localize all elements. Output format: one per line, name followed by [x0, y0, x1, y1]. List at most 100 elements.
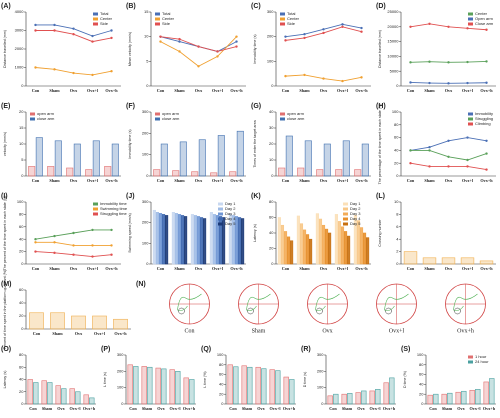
legend-swatch: [468, 22, 473, 26]
panel-label: (H): [376, 103, 386, 110]
y-tick-label: 100: [417, 352, 424, 357]
legend-label: close arm: [162, 116, 180, 121]
y-tick-label: 0: [271, 173, 274, 178]
legend-label: close arm: [287, 116, 305, 121]
bar: [241, 365, 247, 405]
y-axis-label: L time (s): [103, 372, 107, 387]
x-tick-label: Ovx+h: [105, 178, 118, 183]
point: [409, 162, 412, 165]
point: [466, 81, 469, 85]
point: [428, 165, 431, 168]
panel-label: (D): [376, 3, 386, 10]
bar: [337, 221, 342, 265]
y-tick-label: 0: [421, 401, 424, 406]
y-axis-label: Latency (s): [253, 224, 257, 242]
bar: [489, 378, 495, 405]
point: [485, 168, 488, 171]
point: [341, 79, 344, 83]
y-tick-label: 80: [419, 362, 424, 367]
y-tick-label: 60: [269, 215, 274, 220]
bar: [69, 388, 75, 405]
point: [466, 27, 469, 30]
y-tick-label: 2: [396, 249, 399, 254]
panel-label: (A): [1, 3, 11, 10]
legend-label: Side: [162, 21, 171, 26]
x-tick-label: Con: [407, 88, 415, 93]
y-tick-label: 60: [19, 364, 24, 369]
point: [466, 60, 469, 64]
bar: [341, 393, 347, 405]
x-tick-label: Ovx+l: [470, 406, 482, 411]
bar: [179, 141, 187, 177]
y-tick-label: 0: [21, 261, 24, 266]
x-tick-label: Con: [329, 406, 337, 411]
bar: [347, 393, 353, 405]
y-tick-label: 0: [146, 173, 149, 178]
bar: [55, 385, 61, 405]
bar: [155, 367, 161, 405]
bar: [447, 392, 453, 405]
point: [409, 149, 412, 152]
point: [53, 234, 56, 238]
legend-label: 24 hour: [475, 359, 489, 364]
platform: [178, 307, 185, 315]
panel-label: (P): [101, 346, 110, 353]
bar: [189, 379, 195, 405]
bar: [469, 389, 475, 405]
y-tick-label: 3000: [15, 28, 25, 33]
legend-swatch: [468, 17, 473, 21]
point: [91, 73, 94, 77]
bar: [362, 232, 367, 265]
panel-label: (M): [1, 281, 12, 288]
bar: [155, 212, 160, 265]
y-axis-label: The percent of the time spent in each st…: [3, 196, 7, 271]
x-tick-label: Ovx+h: [105, 88, 118, 93]
legend-label: Day 3: [225, 211, 236, 216]
bar: [261, 368, 267, 405]
x-tick-label: Sham: [174, 266, 185, 271]
legend-swatch: [343, 202, 348, 206]
point: [110, 70, 113, 73]
bar: [318, 218, 323, 265]
bar: [299, 223, 304, 265]
x-tick-label: Con: [29, 406, 37, 411]
bar: [215, 215, 220, 265]
x-tick-label: Ovx+l: [70, 406, 82, 411]
legend-label: Center: [100, 16, 113, 21]
x-tick-label: Ovx: [320, 178, 328, 183]
y-tick-label: 2000: [15, 46, 25, 51]
bar: [73, 143, 81, 177]
panel-label: (G): [251, 103, 261, 110]
bar: [455, 391, 461, 405]
bar: [333, 393, 339, 405]
bar: [29, 312, 44, 330]
bar: [354, 169, 362, 177]
y-tick-label: 60: [419, 372, 424, 377]
x-tick-label: Ovx+h: [383, 406, 396, 411]
bar: [75, 391, 81, 405]
legend-swatch: [218, 212, 223, 216]
bar: [340, 226, 345, 265]
x-tick-label: Ovx+l: [212, 266, 224, 271]
x-tick-label: Sham: [49, 88, 60, 93]
y-tick-label: 1000: [15, 65, 25, 70]
platform: [316, 307, 323, 315]
y-tick-label: 80: [394, 122, 399, 127]
point: [409, 25, 412, 28]
legend-label: Day 1: [350, 201, 361, 206]
y-axis-label: Times of enter the target area: [253, 120, 257, 167]
x-tick-label: Ovx+l: [337, 88, 349, 93]
group-label: Ovx: [322, 328, 332, 334]
bar: [321, 224, 326, 265]
point: [235, 40, 238, 43]
point: [235, 45, 238, 48]
point: [235, 35, 238, 38]
y-tick-label: 0: [121, 401, 124, 406]
point: [303, 33, 306, 36]
y-tick-label: 40: [19, 236, 24, 241]
bar: [196, 216, 201, 265]
y-tick-label: 20: [394, 160, 399, 165]
bar: [212, 214, 217, 265]
x-tick-label: Ovx: [445, 178, 453, 183]
trajectory: [315, 293, 340, 311]
